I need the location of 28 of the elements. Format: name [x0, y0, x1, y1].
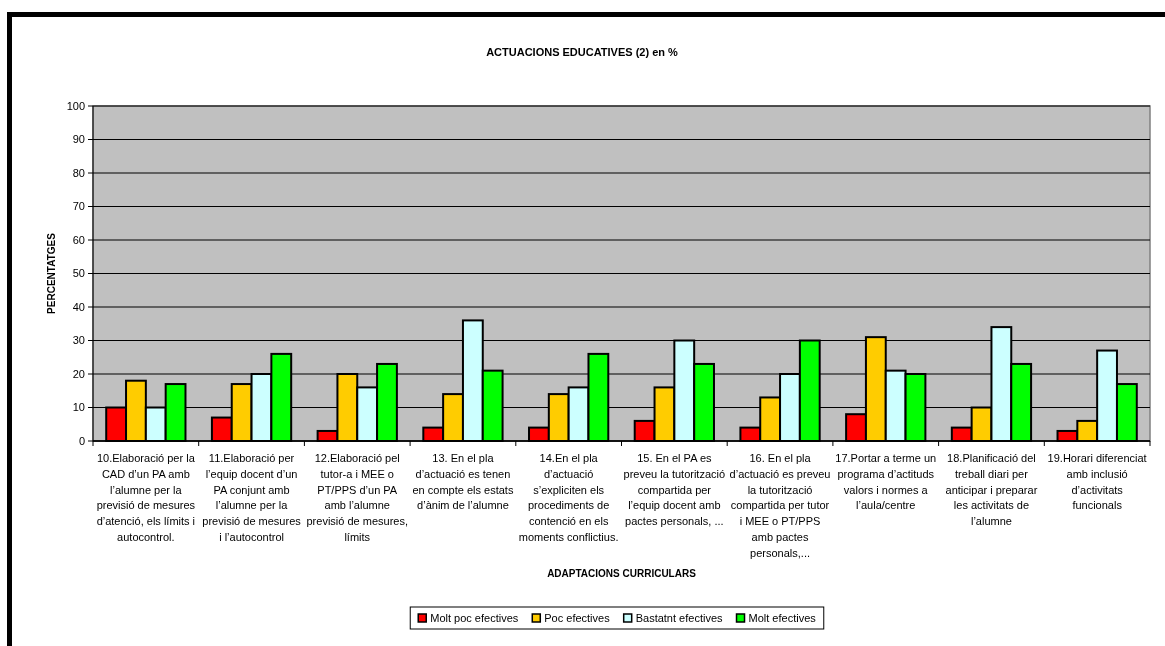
x-tick-label: 18.Planificació del treball diari per anticipar i preparar les activitats de l’alumne [945, 452, 1038, 528]
x-tick-label: 14.En el pla d’actuació s’expliciten els procediments de contenció en els moments conflictius. [518, 452, 619, 543]
legend-label: Molt efectives [748, 611, 817, 624]
y-tick-label: 100 [66, 99, 85, 112]
x-tick-label: 19.Horari diferenciat amb inclusió d’activitats funcionals [1047, 452, 1147, 512]
y-axis-title: PERCENTATGES [46, 232, 57, 314]
y-tick-label: 10 [72, 401, 85, 414]
x-tick-label: 10.Elaboració per la CAD d’un PA amb l’alumne per la previsió de mesures d’atenció, els límits i autocontrol. [96, 452, 196, 543]
y-tick-label: 60 [72, 233, 85, 246]
y-tick-label: 80 [72, 166, 85, 179]
y-tick-label: 40 [72, 300, 85, 313]
x-tick-label: 15. En el PA es preveu la tutorització compartida per l’equip docent amb pactes personals, ... [623, 452, 726, 528]
x-tick-label: 17.Portar a terme un programa d’actituds valors i normes a l’aula/centre [835, 452, 937, 512]
legend-label: Molt poc efectives [430, 611, 519, 624]
y-tick-label: 70 [72, 200, 85, 213]
y-tick-label: 30 [72, 334, 85, 347]
x-tick-label: 13. En el pla d’actuació es tenen en compte els estats d’ànim de l’alumne [412, 452, 514, 512]
legend-label: Poc efectives [544, 611, 611, 624]
x-tick-label: 11.Elaboració per l’equip docent d’un PA conjunt amb l’alumne per la previsió de mesures i l’autocontrol [202, 452, 302, 543]
y-tick-label: 90 [72, 133, 85, 146]
y-tick-label: 50 [72, 267, 85, 280]
chart-title: ACTUACIONS EDUCATIVES (2) en % [486, 46, 679, 58]
x-axis-title: ADAPTACIONS CURRICULARS [547, 568, 697, 579]
x-tick-label: 12.Elaboració pel tutor-a i MEE o PT/PPS d’un PA amb l’alumne previsió de mesures, límits [306, 452, 408, 543]
y-tick-label: 20 [72, 367, 85, 380]
x-tick-label: 16. En el pla d’actuació es preveu la tutorització compartida per tutor i MEE o PT/PPS amb pactes personals,... [729, 452, 831, 559]
legend-label: Bastatnt efectives [635, 611, 724, 624]
y-tick-label: 0 [78, 434, 85, 447]
